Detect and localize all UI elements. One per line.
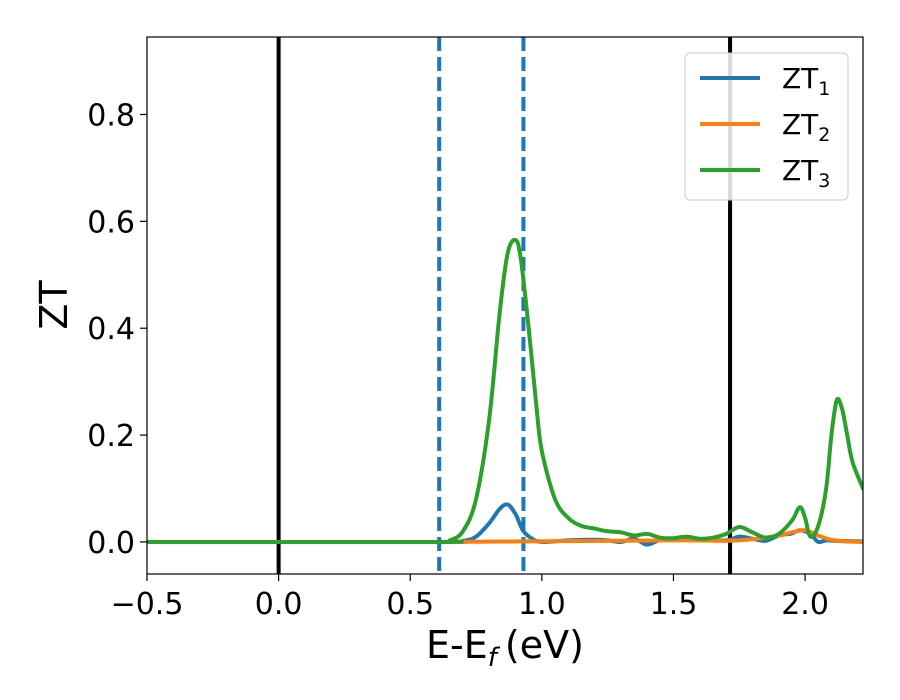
y-tick-label: 0.4 <box>87 312 135 347</box>
legend-label-zt3: ZT3 <box>782 154 830 192</box>
x-axis-ticks: −0.5 0.0 0.5 1.0 1.5 2.0 <box>111 574 829 622</box>
x-tick-label: 0.5 <box>386 587 434 622</box>
x-tick-label: −0.5 <box>111 587 184 622</box>
series-layer <box>147 237 863 547</box>
y-tick-label: 0.8 <box>87 98 135 133</box>
x-tick-label: 0.0 <box>255 587 303 622</box>
x-tick-label: 2.0 <box>781 587 829 622</box>
reference-lines <box>276 37 733 574</box>
y-tick-label: 0.2 <box>87 419 135 454</box>
x-tick-label: 1.0 <box>518 587 566 622</box>
x-tick-label: 1.5 <box>650 587 698 622</box>
y-axis-label: ZT <box>32 280 76 330</box>
y-tick-label: 0.6 <box>87 205 135 240</box>
series-line-zt3 <box>147 237 863 545</box>
legend: ZT1 ZT2 ZT3 <box>684 52 849 201</box>
legend-label-zt1: ZT1 <box>782 62 830 100</box>
plot-frame <box>146 36 864 575</box>
y-tick-label: 0.0 <box>87 526 135 561</box>
y-axis-ticks: 0.0 0.2 0.4 0.6 0.8 <box>87 98 147 561</box>
legend-label-zt2: ZT2 <box>782 108 830 146</box>
legend-box <box>684 52 849 201</box>
x-axis-label: E-Ef (eV) <box>426 623 584 673</box>
